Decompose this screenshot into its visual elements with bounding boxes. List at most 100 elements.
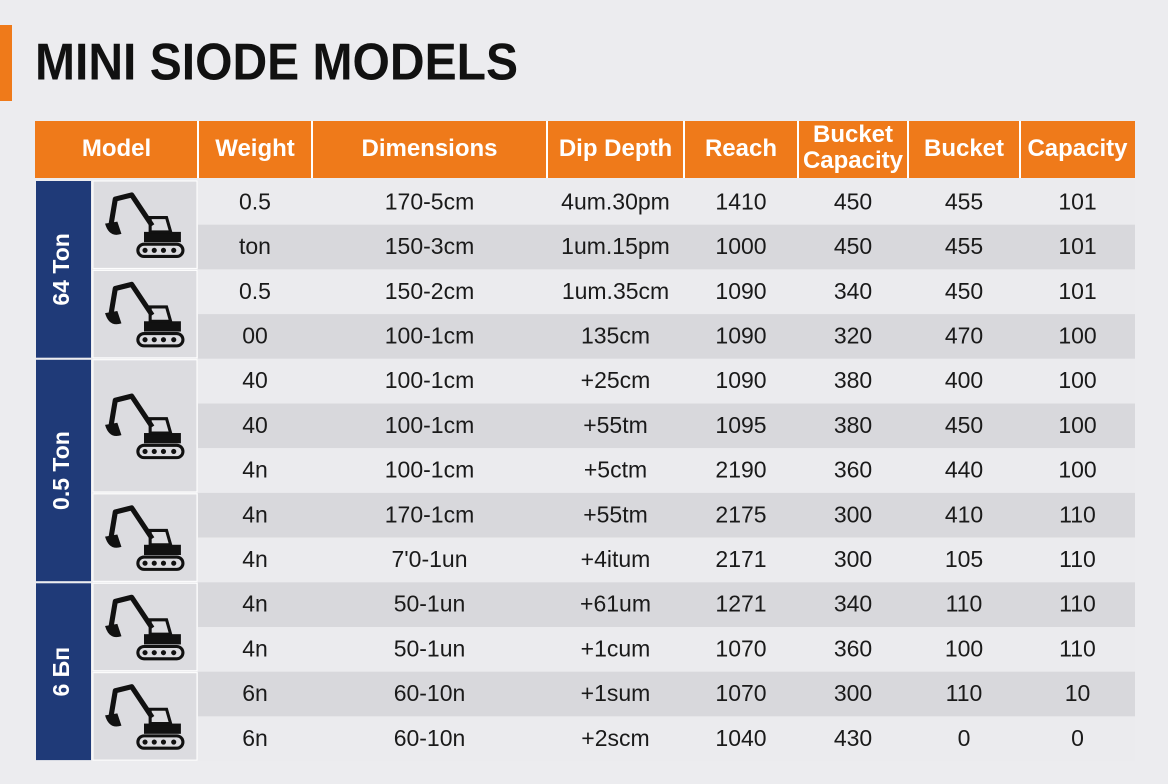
cell: 1070 bbox=[715, 680, 766, 706]
cell: +1sum bbox=[581, 680, 651, 706]
cell: 340 bbox=[834, 278, 872, 304]
cell: 101 bbox=[1058, 188, 1096, 214]
row-bg bbox=[198, 314, 1135, 359]
row-bg bbox=[198, 180, 1135, 225]
cell: 2171 bbox=[715, 546, 766, 572]
cell: 150-3cm bbox=[385, 233, 474, 259]
table: Model Weight Dimensions Dip Depth Reach Bucke… bbox=[34, 121, 1135, 763]
cell: 100 bbox=[945, 635, 983, 661]
cell: 1000 bbox=[715, 233, 766, 259]
cell: 380 bbox=[834, 412, 872, 438]
group-label: 0.5 Ton bbox=[48, 431, 74, 510]
cell: 0 bbox=[958, 725, 971, 751]
header-label: Dip Depth bbox=[559, 135, 672, 162]
cell: 60-10n bbox=[394, 680, 466, 706]
header-bar bbox=[35, 121, 1135, 178]
icon-cell bbox=[92, 493, 198, 582]
cell: 40 bbox=[242, 412, 268, 438]
cell: 101 bbox=[1058, 278, 1096, 304]
cell: 10 bbox=[1065, 680, 1091, 706]
cell: 100-1cm bbox=[385, 412, 474, 438]
header-label: Bucket bbox=[924, 135, 1004, 162]
cell: 440 bbox=[945, 457, 983, 483]
cell: 100-1cm bbox=[385, 367, 474, 393]
cell: 4um.30pm bbox=[561, 188, 670, 214]
cell: 6n bbox=[242, 725, 268, 751]
cell: 430 bbox=[834, 725, 872, 751]
cell: 450 bbox=[945, 278, 983, 304]
cell: 400 bbox=[945, 367, 983, 393]
cell: 4n bbox=[242, 457, 268, 483]
header-label: Reach bbox=[705, 135, 777, 162]
header-word: Bucket bbox=[813, 121, 893, 148]
row-bg bbox=[198, 448, 1135, 493]
cell: 100 bbox=[1058, 323, 1096, 349]
cell: 40 bbox=[242, 367, 268, 393]
cell: 0 bbox=[1071, 725, 1084, 751]
cell: 2175 bbox=[715, 501, 766, 527]
group-band bbox=[34, 581, 93, 763]
cell: +61um bbox=[580, 591, 651, 617]
group-label: 6 Бп bbox=[48, 647, 74, 697]
cell: 170-5cm bbox=[385, 188, 474, 214]
cell: 6n bbox=[242, 680, 268, 706]
header-label: Capacity bbox=[1027, 135, 1128, 162]
cell: +25cm bbox=[581, 367, 651, 393]
group-label: 64 Ton bbox=[48, 233, 74, 305]
cell: 1410 bbox=[715, 188, 766, 214]
cell: 110 bbox=[1059, 546, 1096, 572]
cell: 2190 bbox=[715, 457, 766, 483]
cell: 135cm bbox=[581, 323, 650, 349]
cell: 300 bbox=[834, 546, 872, 572]
cell: 450 bbox=[945, 412, 983, 438]
cell: 340 bbox=[834, 591, 872, 617]
cell: 1070 bbox=[715, 635, 766, 661]
cell: 0.5 bbox=[239, 278, 271, 304]
cell: +5ctm bbox=[584, 457, 647, 483]
row-bg bbox=[198, 492, 1135, 538]
cell: 360 bbox=[834, 635, 872, 661]
cell: 100-1cm bbox=[385, 323, 474, 349]
cell: 380 bbox=[834, 367, 872, 393]
row-bg bbox=[198, 269, 1135, 315]
cell: 60-10n bbox=[394, 725, 466, 751]
cell: +4itum bbox=[581, 546, 651, 572]
cell: 1090 bbox=[715, 278, 766, 304]
cell: 1040 bbox=[715, 725, 766, 751]
cell: 300 bbox=[834, 501, 872, 527]
cell: 1271 bbox=[715, 591, 766, 617]
row-bg bbox=[198, 537, 1135, 583]
cell: 150-2cm bbox=[385, 278, 474, 304]
cell: 4n bbox=[242, 591, 268, 617]
cell: 4n bbox=[242, 546, 268, 572]
cell: 101 bbox=[1058, 233, 1096, 259]
header-label: Bucket Capacity bbox=[803, 121, 904, 174]
cell: 105 bbox=[945, 546, 983, 572]
row-bg bbox=[198, 671, 1135, 717]
cell: 455 bbox=[945, 233, 983, 259]
cell: 110 bbox=[946, 591, 983, 617]
cell: 7'0-1un bbox=[391, 546, 467, 572]
cell: 320 bbox=[834, 323, 872, 349]
cell: 4n bbox=[242, 501, 268, 527]
cell: 110 bbox=[946, 680, 983, 706]
cell: 1um.35cm bbox=[562, 278, 669, 304]
cell: 360 bbox=[834, 457, 872, 483]
cell: 1090 bbox=[715, 323, 766, 349]
cell: 110 bbox=[1059, 591, 1096, 617]
cell: 100 bbox=[1058, 367, 1096, 393]
cell: 1090 bbox=[715, 367, 766, 393]
cell: 455 bbox=[945, 188, 983, 214]
cell: 50-1un bbox=[394, 635, 466, 661]
group-band bbox=[34, 357, 93, 584]
cell: 110 bbox=[1059, 635, 1096, 661]
row-bg bbox=[198, 716, 1135, 762]
cell: ton bbox=[239, 233, 271, 259]
header-label: Dimensions bbox=[361, 135, 497, 162]
row-bg bbox=[198, 224, 1135, 270]
cell: 410 bbox=[945, 501, 983, 527]
accent-bar bbox=[0, 25, 12, 101]
cell: +55tm bbox=[583, 501, 648, 527]
row-bg bbox=[198, 627, 1135, 672]
